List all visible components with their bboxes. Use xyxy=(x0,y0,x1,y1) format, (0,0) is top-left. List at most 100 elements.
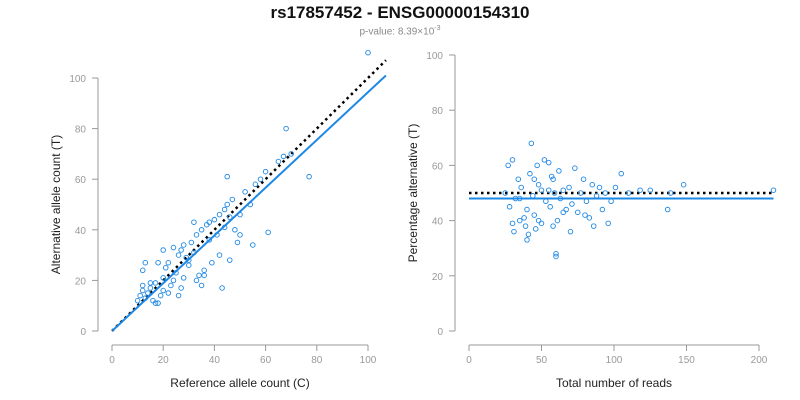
data-point xyxy=(237,232,243,238)
y-axis-label: Percentage alternative (T) xyxy=(406,124,420,263)
data-point xyxy=(168,282,174,289)
data-point xyxy=(170,277,177,284)
data-point xyxy=(214,232,220,238)
y-tick-label: 100 xyxy=(426,51,443,62)
y-tick-label: 20 xyxy=(75,276,87,287)
pvalue-exponent: -3 xyxy=(434,25,441,32)
data-point xyxy=(221,224,228,231)
data-point xyxy=(556,168,562,174)
data-point xyxy=(582,212,588,218)
data-point xyxy=(524,237,530,243)
x-axis-label: Total number of reads xyxy=(556,376,672,390)
data-point xyxy=(541,157,548,163)
data-point xyxy=(647,187,654,193)
x-tick-label: 0 xyxy=(466,355,472,366)
data-point xyxy=(147,285,154,291)
data-point xyxy=(596,184,603,191)
data-point xyxy=(553,250,559,257)
data-point xyxy=(667,190,674,196)
data-point xyxy=(262,168,269,175)
data-point xyxy=(572,165,578,171)
data-point xyxy=(188,239,195,246)
data-point xyxy=(229,196,236,203)
data-point xyxy=(170,244,177,251)
data-point xyxy=(252,181,259,188)
data-point xyxy=(157,292,164,299)
data-point xyxy=(534,162,540,169)
data-point xyxy=(224,173,230,180)
data-point xyxy=(593,193,600,199)
data-point xyxy=(509,220,516,227)
data-point xyxy=(196,272,202,279)
data-point xyxy=(242,189,248,195)
data-point xyxy=(283,125,289,132)
data-point xyxy=(152,280,159,286)
data-point xyxy=(247,201,253,208)
data-point xyxy=(186,257,192,263)
data-point xyxy=(198,282,205,289)
data-point xyxy=(275,158,282,165)
data-point xyxy=(770,187,777,193)
data-point xyxy=(553,253,559,260)
data-point xyxy=(165,290,172,296)
data-point xyxy=(550,223,556,229)
data-point xyxy=(586,215,593,221)
data-point xyxy=(137,292,143,299)
x-tick-label: 50 xyxy=(536,355,548,366)
data-point xyxy=(191,219,197,225)
data-point xyxy=(147,280,154,286)
allele-count-panel: 0 20 40 60 80 100 0 20 40 60 80 100 Reference allele… xyxy=(49,49,387,390)
data-point xyxy=(237,211,243,218)
data-point xyxy=(599,206,606,213)
data-point xyxy=(365,49,371,56)
data-point xyxy=(625,190,632,196)
data-point xyxy=(517,217,523,224)
data-point xyxy=(560,209,567,216)
y-tick-label: 60 xyxy=(75,175,87,186)
x-tick-label: 200 xyxy=(751,355,768,366)
data-point xyxy=(517,195,523,202)
data-point xyxy=(165,259,172,266)
data-point xyxy=(532,226,539,232)
data-point xyxy=(569,201,575,207)
data-point xyxy=(160,247,166,253)
data-point xyxy=(566,184,572,191)
data-point xyxy=(511,228,517,235)
data-point xyxy=(509,157,516,163)
data-point xyxy=(152,300,159,306)
data-point xyxy=(518,184,524,191)
data-point xyxy=(224,201,230,208)
regression-line xyxy=(111,74,387,332)
data-point xyxy=(521,215,527,221)
data-point xyxy=(191,249,197,256)
y-tick-label: 80 xyxy=(432,106,444,117)
data-point xyxy=(554,217,561,224)
data-point xyxy=(502,190,509,196)
data-point xyxy=(250,242,256,248)
percentage-panel: 0 50 100 150 200 0 20 40 60 80 100 Total number of … xyxy=(406,51,777,390)
data-point xyxy=(221,206,228,213)
y-tick-label: 20 xyxy=(432,272,444,283)
data-point xyxy=(227,214,233,220)
data-point xyxy=(201,267,207,274)
data-point xyxy=(206,219,213,225)
x-tick-label: 60 xyxy=(260,355,272,366)
data-point xyxy=(680,181,687,188)
data-point xyxy=(605,220,611,227)
data-point xyxy=(531,176,538,182)
data-point xyxy=(590,223,597,229)
data-point xyxy=(546,187,552,193)
data-point xyxy=(139,287,146,294)
data-point xyxy=(142,295,149,301)
data-point xyxy=(560,187,567,193)
data-point xyxy=(288,151,294,157)
data-point xyxy=(193,232,200,238)
y-tick-label: 40 xyxy=(432,217,444,228)
data-point xyxy=(257,176,264,182)
data-point xyxy=(506,204,513,210)
y-tick-label: 0 xyxy=(437,327,443,338)
data-point xyxy=(209,259,215,266)
data-point xyxy=(543,198,549,205)
data-point xyxy=(175,292,182,299)
